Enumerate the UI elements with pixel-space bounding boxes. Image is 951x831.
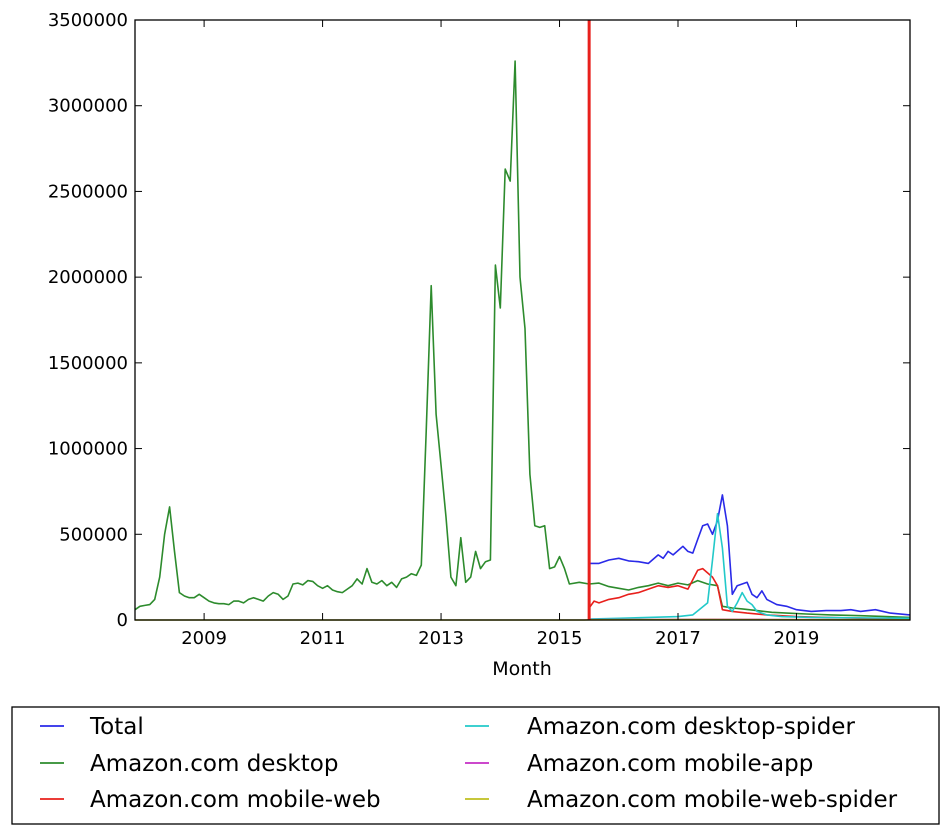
plot-area-frame xyxy=(134,19,911,621)
legend: Total Amazon.com desktop Amazon.com mobile… xyxy=(11,706,940,825)
legend-entry-label: Amazon.com mobile-web-spider xyxy=(527,787,898,813)
y-tick-label: 0 xyxy=(117,610,128,631)
series-layer xyxy=(134,60,911,621)
y-tick-label: 3000000 xyxy=(48,96,128,117)
y-tick-label: 2000000 xyxy=(48,267,128,288)
x-tick-label: 2009 xyxy=(181,628,227,649)
y-tick-label: 1500000 xyxy=(48,353,128,374)
series-line-3 xyxy=(589,512,911,620)
x-tick-label: 2015 xyxy=(537,628,583,649)
series-line-0 xyxy=(589,494,911,616)
legend-entry-label: Amazon.com mobile-app xyxy=(527,751,813,777)
x-tick-label: 2019 xyxy=(774,628,820,649)
series-line-1 xyxy=(134,60,911,619)
x-tick-label: 2011 xyxy=(300,628,346,649)
axis-ticks: 2009 2011 2013 2015 2017 2019 0 500000 1000000 15… xyxy=(48,10,910,649)
x-tick-label: 2013 xyxy=(418,628,464,649)
x-axis-label: Month xyxy=(492,658,552,680)
y-tick-label: 3500000 xyxy=(48,10,128,31)
y-tick-label: 1000000 xyxy=(48,439,128,460)
legend-entry-label: Amazon.com desktop xyxy=(90,751,338,777)
x-tick-label: 2017 xyxy=(655,628,701,649)
legend-entry-label: Amazon.com mobile-web xyxy=(90,787,381,813)
y-tick-label: 500000 xyxy=(59,524,128,545)
legend-entry-label: Total xyxy=(89,714,144,740)
y-tick-label: 2500000 xyxy=(48,181,128,202)
legend-entry-label: Amazon.com desktop-spider xyxy=(527,714,855,740)
